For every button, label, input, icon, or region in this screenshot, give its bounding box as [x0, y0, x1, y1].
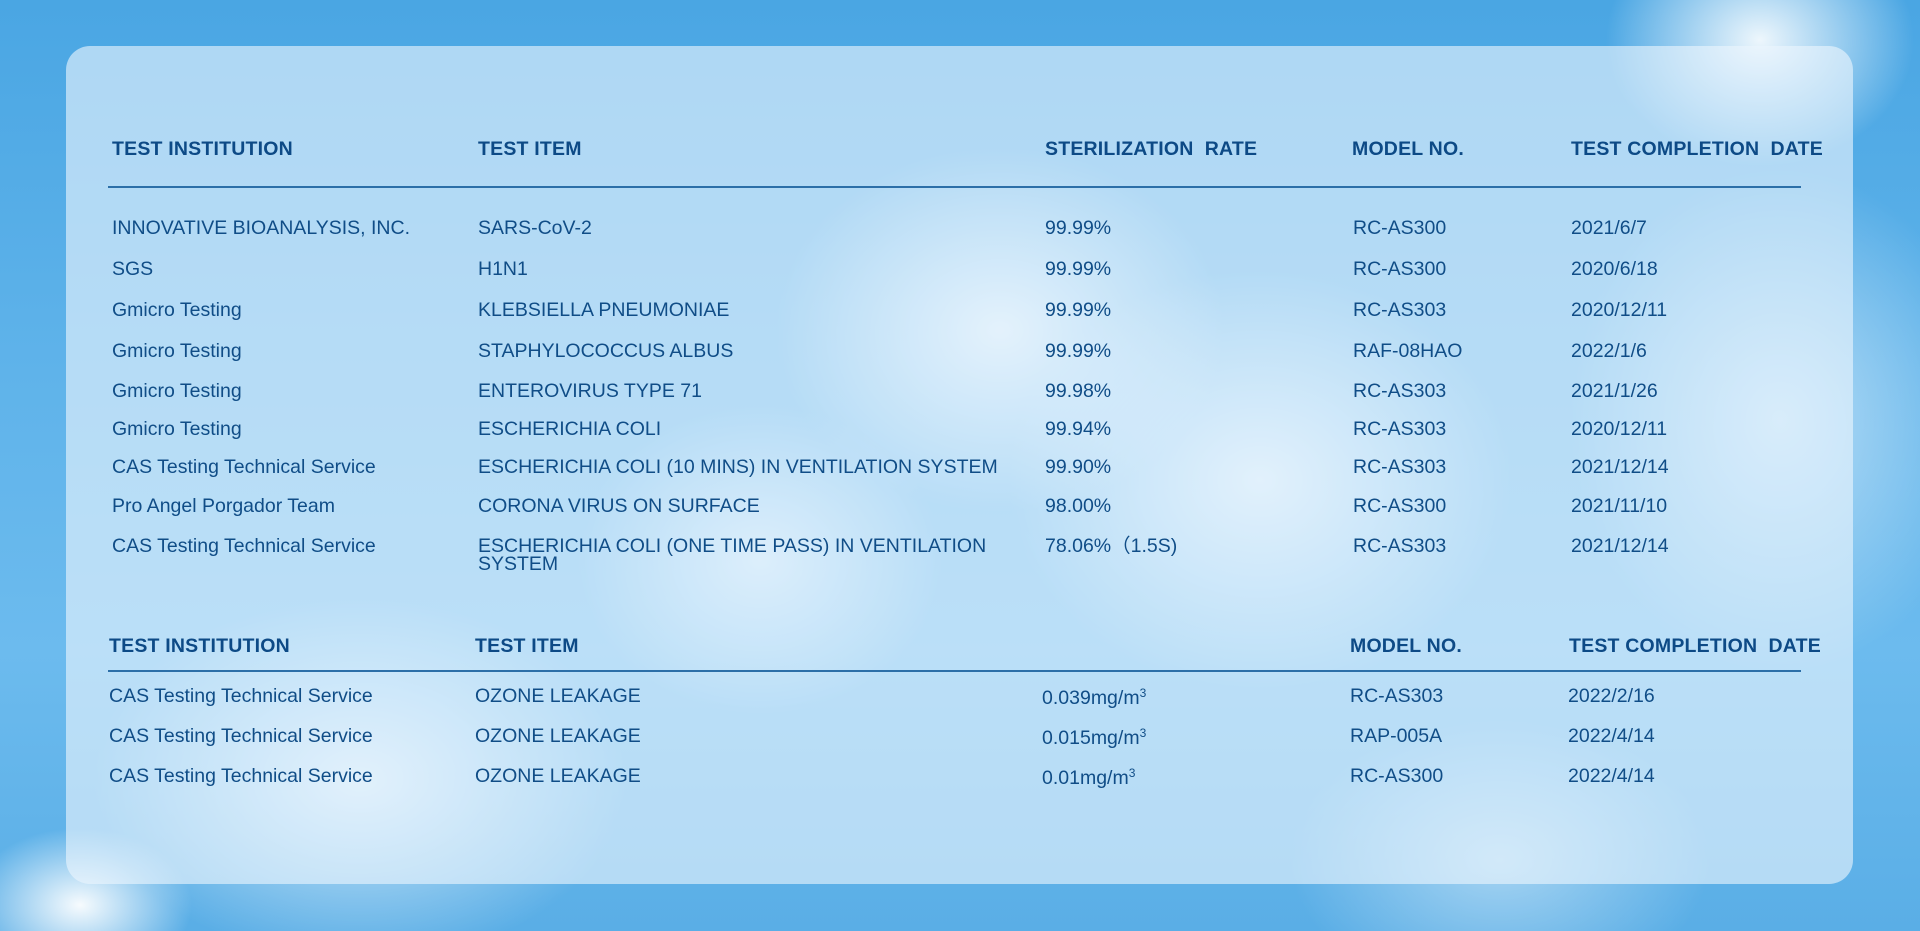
cell-date: 2021/11/10 — [1571, 495, 1668, 517]
unit-base: mg/m — [1090, 687, 1140, 709]
cell-model: RC-AS303 — [1353, 535, 1447, 557]
cell-rate: 99.99% — [1045, 217, 1112, 239]
cell-date: 2021/12/14 — [1571, 535, 1669, 557]
col-header-date: TEST COMPLETION DATE — [1571, 138, 1823, 160]
cell-item: ESCHERICHIA COLI (ONE TIME PASS) IN VENT… — [478, 535, 987, 575]
cell-institution: SGS — [112, 258, 154, 280]
cell-institution: CAS Testing Technical Service — [112, 535, 376, 557]
cell-model: RC-AS303 — [1353, 380, 1447, 402]
cell-item: ESCHERICHIA COLI (10 MINS) IN VENTILATIO… — [478, 456, 998, 478]
cell-item: ENTEROVIRUS TYPE 71 — [478, 380, 702, 402]
col-header-item: TEST ITEM — [478, 138, 582, 160]
table1-header-divider — [108, 186, 1801, 188]
cell-rate: 99.98% — [1045, 380, 1112, 402]
cell-model: RC-AS303 — [1353, 299, 1447, 321]
unit-exp: 3 — [1139, 726, 1147, 740]
ozone-value: 0.015 — [1042, 727, 1091, 749]
unit-base: mg/m — [1079, 767, 1129, 789]
cell-date: 2022/2/16 — [1568, 685, 1655, 707]
cell-item: H1N1 — [478, 258, 528, 280]
cell-date: 2020/6/18 — [1571, 258, 1658, 280]
cell-item: CORONA VIRUS ON SURFACE — [478, 495, 760, 517]
cell-ozone-value: 0.01mg/m3 — [1042, 767, 1135, 789]
col-header-model-2: MODEL NO. — [1350, 635, 1462, 657]
col-header-rate: STERILIZATION RATE — [1045, 138, 1258, 160]
col-header-item-2: TEST ITEM — [475, 635, 579, 657]
cell-model: RC-AS303 — [1353, 456, 1447, 478]
unit-base: mg/m — [1090, 727, 1140, 749]
ozone-value: 0.01 — [1042, 767, 1080, 789]
cell-model: RC-AS300 — [1353, 495, 1447, 517]
cell-model: RC-AS300 — [1353, 217, 1447, 239]
unit-exp: 3 — [1139, 686, 1147, 700]
unit-exp: 3 — [1128, 766, 1136, 780]
cell-item: OZONE LEAKAGE — [475, 725, 641, 747]
cell-institution: CAS Testing Technical Service — [109, 765, 373, 787]
cell-date: 2021/1/26 — [1571, 380, 1658, 402]
cell-rate: 99.99% — [1045, 258, 1112, 280]
cell-institution: Gmicro Testing — [112, 380, 242, 402]
cell-rate: 99.99% — [1045, 299, 1112, 321]
cell-item: OZONE LEAKAGE — [475, 685, 641, 707]
cell-date: 2022/1/6 — [1571, 340, 1647, 362]
cell-ozone-value: 0.015mg/m3 — [1042, 727, 1146, 749]
cell-model: RC-AS303 — [1350, 685, 1444, 707]
cell-model: RC-AS303 — [1353, 418, 1447, 440]
cell-model: RAP-005A — [1350, 725, 1443, 747]
cell-institution: CAS Testing Technical Service — [109, 725, 373, 747]
results-panel: TEST INSTITUTION TEST ITEM STERILIZATION… — [66, 46, 1853, 884]
cell-rate: 98.00% — [1045, 495, 1112, 517]
cell-ozone-value: 0.039mg/m3 — [1042, 687, 1146, 709]
cell-model: RC-AS300 — [1353, 258, 1447, 280]
cell-date: 2022/4/14 — [1568, 725, 1655, 747]
cell-rate: 78.06%（1.5S) — [1045, 535, 1178, 557]
cell-item: SARS-CoV-2 — [478, 217, 592, 239]
cell-item: ESCHERICHIA COLI — [478, 418, 662, 440]
cell-date: 2021/12/14 — [1571, 456, 1669, 478]
cell-model: RC-AS300 — [1350, 765, 1444, 787]
cell-date: 2020/12/11 — [1571, 418, 1668, 440]
cell-item: KLEBSIELLA PNEUMONIAE — [478, 299, 730, 321]
cell-institution: Gmicro Testing — [112, 340, 242, 362]
table2-header-divider — [108, 670, 1801, 672]
cell-rate: 99.90% — [1045, 456, 1112, 478]
col-header-institution-2: TEST INSTITUTION — [109, 635, 290, 657]
cell-date: 2021/6/7 — [1571, 217, 1647, 239]
cell-item: STAPHYLOCOCCUS ALBUS — [478, 340, 734, 362]
ozone-value: 0.039 — [1042, 687, 1091, 709]
cell-rate: 99.99% — [1045, 340, 1112, 362]
col-header-model: MODEL NO. — [1352, 138, 1464, 160]
cell-institution: INNOVATIVE BIOANALYSIS, INC. — [112, 217, 410, 239]
cell-institution: CAS Testing Technical Service — [109, 685, 373, 707]
col-header-institution: TEST INSTITUTION — [112, 138, 293, 160]
cell-institution: CAS Testing Technical Service — [112, 456, 376, 478]
cell-date: 2020/12/11 — [1571, 299, 1668, 321]
cell-date: 2022/4/14 — [1568, 765, 1655, 787]
cell-institution: Pro Angel Porgador Team — [112, 495, 335, 517]
cell-item: OZONE LEAKAGE — [475, 765, 641, 787]
cell-rate: 99.94% — [1045, 418, 1112, 440]
cell-institution: Gmicro Testing — [112, 299, 242, 321]
col-header-date-2: TEST COMPLETION DATE — [1569, 635, 1821, 657]
cell-institution: Gmicro Testing — [112, 418, 242, 440]
cell-model: RAF-08HAO — [1353, 340, 1463, 362]
